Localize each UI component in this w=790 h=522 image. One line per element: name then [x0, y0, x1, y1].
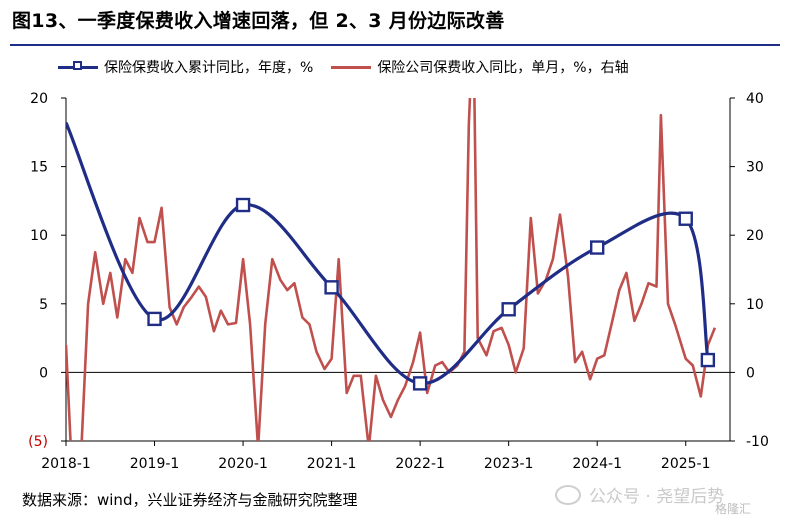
legend-swatch-red	[331, 65, 372, 69]
series-line-monthly	[66, 98, 717, 441]
wechat-icon	[555, 484, 581, 505]
title-rule	[10, 44, 780, 46]
annual-point-marker	[700, 352, 716, 368]
x-tick-label: 2021-1	[307, 456, 357, 472]
x-tick-label: 2024-1	[572, 456, 622, 472]
annual-point-marker	[412, 376, 428, 391]
left-tick-label: 20	[30, 91, 48, 107]
legend-label-navy: 保险保费收入累计同比，年度，%	[104, 60, 314, 76]
right-tick-label: 0	[746, 365, 755, 381]
watermark-2: 格隆汇	[715, 502, 752, 516]
legend: 保险保费收入累计同比，年度，% 保险公司保费收入同比，单月，%，右轴	[58, 56, 647, 78]
source-note: 数据来源：wind，兴业证券经济与金融研究院整理	[22, 491, 358, 509]
left-tick-label: 0	[39, 365, 48, 381]
annual-point-marker	[324, 280, 339, 295]
chart-title: 图13、一季度保费收入增速回落，但 2、3 月份边际改善	[12, 10, 505, 32]
left-tick-label: 10	[30, 228, 48, 244]
x-tick-label: 2025-1	[661, 456, 711, 472]
left-tick-label: (5)	[28, 434, 48, 450]
x-tick-label: 2020-1	[218, 456, 268, 472]
annual-point-marker	[590, 240, 605, 255]
watermark: 公众号 · 尧望后势	[555, 482, 724, 507]
annual-point-marker	[147, 311, 162, 327]
right-tick-label: 20	[746, 228, 764, 244]
right-tick-label: -10	[746, 434, 769, 450]
series-line-annual	[66, 122, 710, 386]
legend-label-red: 保险公司保费收入同比，单月，%，右轴	[377, 60, 629, 76]
annual-point-marker	[678, 211, 693, 226]
x-tick-label: 2019-1	[130, 456, 180, 472]
legend-item-red: 保险公司保费收入同比，单月，%，右轴	[331, 57, 629, 77]
x-tick-label: 2023-1	[484, 456, 534, 472]
left-tick-label: 5	[39, 297, 48, 313]
right-tick-label: 30	[746, 160, 764, 176]
legend-swatch-navy	[58, 60, 98, 70]
annual-point-marker	[501, 302, 516, 317]
x-tick-label: 2022-1	[395, 456, 445, 472]
right-tick-label: 40	[746, 91, 764, 107]
x-tick-label: 2018-1	[41, 456, 91, 472]
watermark-text: 公众号 · 尧望后势	[589, 487, 725, 507]
right-tick-label: 10	[746, 297, 764, 313]
annual-point-marker	[235, 197, 251, 213]
left-tick-label: 15	[30, 160, 48, 176]
legend-item-navy: 保险保费收入累计同比，年度，%	[58, 57, 313, 77]
